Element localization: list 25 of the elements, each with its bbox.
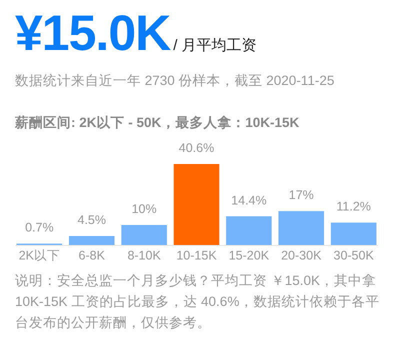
data-label: 10%: [132, 202, 157, 216]
bar: [174, 164, 220, 245]
bar: [121, 225, 167, 245]
bar: [330, 222, 376, 245]
text: 薪酬区间: 2K以下 - 50K，最多人拿：10K-15K: [15, 114, 300, 132]
bar: [278, 211, 324, 245]
x-tick-label: 2K以下: [18, 248, 60, 262]
x-tick-label: 8-10K: [127, 248, 162, 262]
data-label: 11.2%: [336, 200, 371, 214]
data-label: 0.7%: [25, 220, 54, 235]
text: 数据统计来自近一年 2730 份样本，截至 2020-11-25: [15, 72, 334, 90]
x-tick-label: 6-8K: [78, 248, 106, 262]
bar: [68, 236, 115, 245]
chart-subtitle: / 月平均工资: [173, 37, 257, 54]
bar: [226, 216, 272, 245]
data-label: 40.6%: [178, 141, 214, 155]
data-label: 14.4%: [231, 193, 267, 208]
chart-title: ¥15.0K: [15, 5, 170, 61]
x-tick-label: 15-20K: [228, 248, 270, 262]
x-tick-label: 20-30K: [281, 248, 322, 262]
data-label: 17%: [288, 188, 314, 202]
text: 说明：安全总监一个月多少钱？平均工资 ￥15.0K，其中拿 10K-15K 工资的占比最多，达 40.6%，数据统计依赖于各平台发布的公开薪酬，仅供参考。: [15, 272, 380, 332]
data-label: 4.5%: [77, 213, 106, 228]
x-tick-label: 30-50K: [333, 248, 374, 262]
x-tick-label: 10-15K: [176, 248, 218, 262]
